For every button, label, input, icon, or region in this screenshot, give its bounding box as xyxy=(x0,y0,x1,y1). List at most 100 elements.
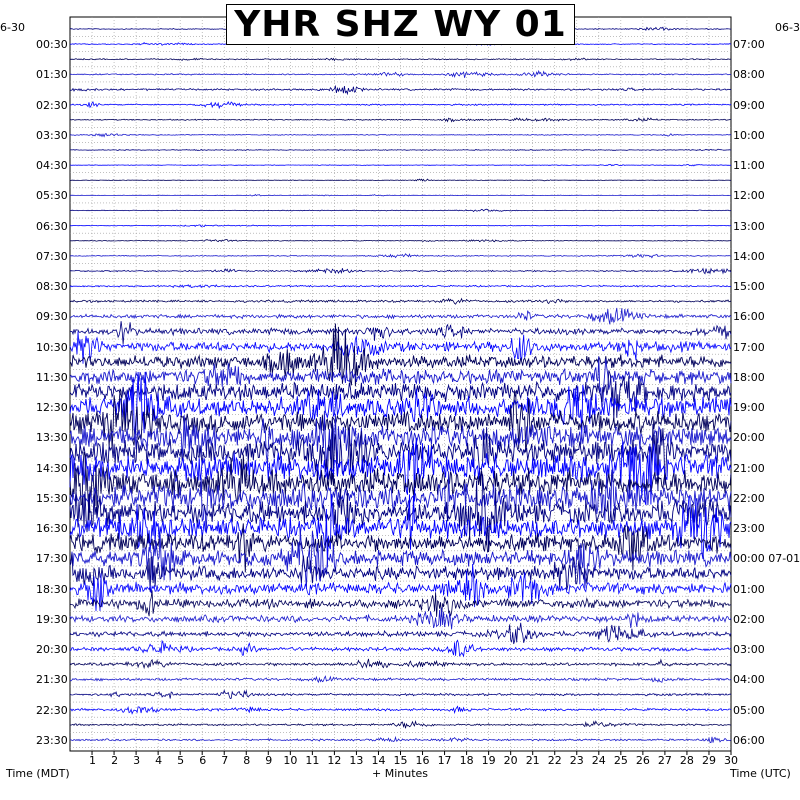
right-time-label: 20:00 xyxy=(733,431,765,445)
x-tick-label: 13 xyxy=(349,754,364,767)
left-time-label: 13:30 xyxy=(36,431,68,445)
left-time-label: 17:30 xyxy=(36,552,68,566)
x-tick-label: 25 xyxy=(613,754,628,767)
right-time-label: 16:00 xyxy=(733,310,765,324)
right-time-label: 17:00 xyxy=(733,340,765,354)
seismic-trace-line xyxy=(69,178,731,182)
x-ticks xyxy=(91,751,732,755)
right-axis-title: Time (UTC) xyxy=(730,767,791,780)
right-time-label: 07:00 xyxy=(733,38,765,52)
seismic-trace-line xyxy=(69,133,732,138)
seismic-trace-line xyxy=(69,523,732,573)
left-time-label: 12:30 xyxy=(36,401,68,415)
x-tick-label: 15 xyxy=(393,754,408,767)
seismic-trace-line xyxy=(69,69,732,78)
x-tick-label: 23 xyxy=(569,754,584,767)
right-time-label: 23:00 xyxy=(733,522,765,536)
left-time-label: 05:30 xyxy=(36,189,68,203)
seismic-trace-line xyxy=(69,622,732,645)
x-tick-label: 14 xyxy=(371,754,386,767)
seismic-trace-line xyxy=(69,100,732,110)
x-tick-label: 2 xyxy=(111,754,119,767)
seismic-trace-line xyxy=(69,658,732,670)
seismic-trace-line xyxy=(69,253,732,259)
seismic-trace-line xyxy=(70,224,732,228)
chart-title: YHR SHZ WY 01 xyxy=(226,4,575,45)
x-tick-label: 27 xyxy=(657,754,672,767)
seismic-trace-line xyxy=(69,193,731,197)
seismic-trace-line xyxy=(69,553,732,592)
seismic-trace-line xyxy=(69,563,732,612)
seismic-trace-line xyxy=(69,493,732,568)
seismic-trace-line xyxy=(69,307,732,325)
x-tick-label: 22 xyxy=(547,754,562,767)
right-corner-label: 06-3 xyxy=(775,21,800,34)
left-time-label: 19:30 xyxy=(36,612,68,626)
left-time-label: 08:30 xyxy=(36,280,68,294)
seismic-trace-line xyxy=(69,528,732,589)
seismic-trace-line xyxy=(69,117,731,123)
left-time-label: 11:30 xyxy=(36,370,68,384)
x-axis-title: + Minutes xyxy=(372,767,429,780)
right-time-label: 04:00 xyxy=(733,673,765,687)
right-time-label: 10:00 xyxy=(733,128,765,142)
right-time-label: 00:00 07-01 xyxy=(733,552,800,566)
right-time-label: 18:00 xyxy=(733,370,765,384)
seismic-trace-line xyxy=(69,57,732,62)
seismic-trace-line xyxy=(69,675,732,684)
x-tick-label: 9 xyxy=(265,754,273,767)
right-time-label: 09:00 xyxy=(733,98,765,112)
right-time-label: 05:00 xyxy=(733,703,765,717)
x-tick-label: 29 xyxy=(701,754,716,767)
left-time-label: 09:30 xyxy=(36,310,68,324)
x-tick-label: 11 xyxy=(305,754,320,767)
seismic-trace-line xyxy=(69,163,732,167)
left-time-label: 20:30 xyxy=(36,643,68,657)
seismic-trace-line xyxy=(69,410,732,470)
x-tick-label: 12 xyxy=(327,754,342,767)
x-tick-label: 18 xyxy=(459,754,474,767)
right-time-label: 15:00 xyxy=(733,280,765,294)
right-time-label: 06:00 xyxy=(733,733,765,747)
seismic-trace-line xyxy=(69,297,732,305)
seismic-trace-line xyxy=(70,321,732,345)
seismic-trace-line xyxy=(69,331,732,364)
x-tick-label: 1 xyxy=(89,754,97,767)
seismic-trace-line xyxy=(69,735,732,744)
seismic-trace-line xyxy=(69,238,731,243)
left-time-label: 04:30 xyxy=(36,159,68,173)
left-time-label: 00:30 xyxy=(36,38,68,52)
seismic-trace-line xyxy=(69,607,732,630)
left-corner-label: 6-30 xyxy=(0,21,25,34)
seismic-trace-line xyxy=(69,590,732,617)
x-tick-label: 16 xyxy=(415,754,430,767)
seismic-trace-line xyxy=(69,418,732,492)
left-time-label: 10:30 xyxy=(36,340,68,354)
seismic-trace-line xyxy=(69,388,732,453)
seismic-trace-line xyxy=(69,720,732,729)
seismic-trace-line xyxy=(69,370,732,420)
x-tick-label: 17 xyxy=(437,754,452,767)
x-tick-label: 6 xyxy=(199,754,207,767)
x-tick-label: 7 xyxy=(221,754,229,767)
seismic-trace-line xyxy=(69,267,732,275)
left-time-label: 23:30 xyxy=(36,733,68,747)
left-time-label: 14:30 xyxy=(36,461,68,475)
left-time-label: 06:30 xyxy=(36,219,68,233)
x-tick-label: 30 xyxy=(724,754,738,767)
x-tick-label: 3 xyxy=(133,754,141,767)
seismic-trace-line xyxy=(70,705,732,715)
seismic-trace-line xyxy=(69,469,732,534)
right-time-label: 08:00 xyxy=(733,68,765,82)
x-tick-label: 19 xyxy=(481,754,496,767)
seismic-trace-line xyxy=(69,474,732,552)
left-time-label: 15:30 xyxy=(36,491,68,505)
left-time-label: 16:30 xyxy=(36,522,68,536)
x-tick-label: 21 xyxy=(525,754,540,767)
seismic-trace-line xyxy=(69,639,732,658)
seismic-trace-line xyxy=(69,371,732,439)
x-tick-label: 26 xyxy=(635,754,650,767)
right-time-label: 12:00 xyxy=(733,189,765,203)
seismic-trace-line xyxy=(69,208,732,213)
